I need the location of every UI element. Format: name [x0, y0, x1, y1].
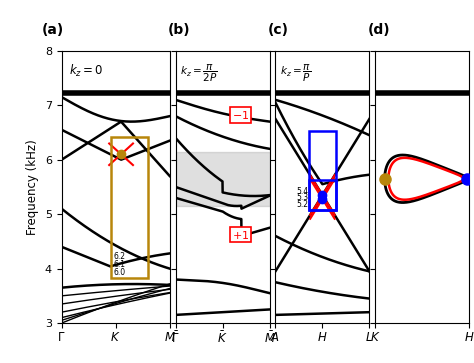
Bar [175, 152, 270, 206]
Text: 5.3: 5.3 [296, 193, 308, 202]
Text: 6.0: 6.0 [113, 268, 126, 277]
Text: (d): (d) [368, 23, 391, 37]
Text: $-1$: $-1$ [232, 109, 249, 121]
Text: $k_z = \dfrac{\pi}{P}$: $k_z = \dfrac{\pi}{P}$ [280, 62, 311, 84]
Text: (c): (c) [268, 23, 289, 37]
Bar [309, 131, 336, 210]
Text: $k_z = \dfrac{\pi}{2P}$: $k_z = \dfrac{\pi}{2P}$ [180, 62, 218, 84]
Bar [309, 180, 336, 210]
Text: (a): (a) [42, 23, 64, 37]
Text: $k_z = 0$: $k_z = 0$ [69, 63, 104, 79]
Text: 6.1: 6.1 [113, 260, 126, 269]
Text: 5.2: 5.2 [296, 200, 308, 209]
Text: 5.4: 5.4 [296, 187, 308, 196]
Text: $+1$: $+1$ [232, 229, 249, 241]
Bar [111, 137, 148, 278]
Text: 6.2: 6.2 [113, 252, 126, 261]
Y-axis label: Frequency (kHz): Frequency (kHz) [26, 139, 39, 235]
Text: (b): (b) [168, 23, 191, 37]
